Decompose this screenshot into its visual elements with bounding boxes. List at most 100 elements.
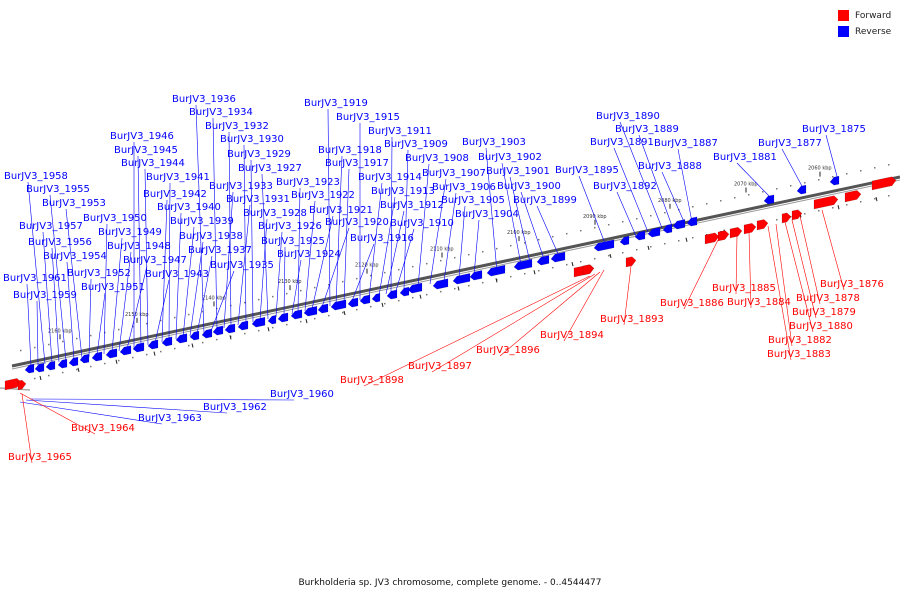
reverse-gene-arrow bbox=[347, 297, 359, 308]
scale-label: 2160 kbp bbox=[48, 328, 72, 334]
guide-dot bbox=[776, 188, 778, 190]
guide-dot bbox=[818, 210, 820, 212]
gene-label: BurJV3_1912 bbox=[380, 200, 444, 211]
leader-line bbox=[748, 231, 752, 309]
gene-label: BurJV3_1880 bbox=[789, 321, 853, 332]
guide-dot bbox=[384, 271, 386, 274]
guide-dot bbox=[328, 314, 330, 317]
legend-label-reverse: Reverse bbox=[855, 26, 892, 37]
gene-label: BurJV3_1903 bbox=[462, 137, 526, 148]
reverse-gene-arrow bbox=[619, 235, 630, 246]
guide-dot bbox=[804, 213, 806, 215]
gene-label: BurJV3_1905 bbox=[441, 195, 505, 206]
guide-dot bbox=[832, 176, 834, 178]
leader-line bbox=[103, 223, 108, 355]
guide-dot bbox=[104, 362, 106, 365]
leader-line bbox=[563, 269, 605, 342]
gene-label: BurJV3_1888 bbox=[638, 161, 702, 172]
leader-line bbox=[196, 255, 213, 335]
guide-dot bbox=[496, 247, 498, 250]
leader-line bbox=[683, 239, 719, 310]
forward-gene-arrow bbox=[717, 230, 730, 242]
reverse-gene-arrow bbox=[34, 362, 45, 373]
reverse-gene-arrow bbox=[132, 342, 145, 353]
gene-label: BurJV3_1961 bbox=[3, 273, 67, 284]
guide-dot bbox=[90, 365, 92, 368]
gene-label: BurJV3_1930 bbox=[220, 134, 284, 145]
leader-line bbox=[385, 210, 405, 295]
tick-mark bbox=[837, 205, 840, 210]
forward-swatch bbox=[838, 10, 849, 21]
leader-line bbox=[161, 199, 168, 343]
reverse-gene-arrow bbox=[91, 351, 103, 362]
gene-label: BurJV3_1921 bbox=[309, 205, 373, 216]
guide-dot bbox=[608, 254, 610, 257]
leader-line bbox=[25, 399, 228, 414]
gene-label: BurJV3_1876 bbox=[820, 279, 884, 290]
forward-gene-arrow bbox=[17, 379, 27, 391]
leader-line bbox=[825, 134, 839, 181]
guide-dot bbox=[524, 272, 526, 275]
gene-label: BurJV3_1900 bbox=[497, 181, 561, 192]
gene-labels: BurJV3_1875 BurJV3_1877 BurJV3_1881 BurJV3_… bbox=[3, 94, 884, 463]
leader-line bbox=[536, 205, 560, 257]
tick-mark bbox=[115, 359, 118, 364]
guide-dot bbox=[622, 220, 624, 223]
leader-line bbox=[335, 155, 343, 306]
reverse-gene-arrow bbox=[469, 270, 483, 281]
gene-label: BurJV3_1904 bbox=[455, 209, 519, 220]
reverse-gene-arrow bbox=[267, 314, 277, 325]
guide-dot bbox=[440, 290, 442, 293]
guide-dot bbox=[370, 305, 372, 308]
guide-dot bbox=[286, 292, 288, 295]
leader-line bbox=[36, 300, 39, 366]
reverse-gene-arrow bbox=[672, 219, 686, 230]
leader-line bbox=[243, 144, 247, 324]
guide-dot bbox=[622, 251, 624, 254]
gene-label: BurJV3_1938 bbox=[179, 231, 243, 242]
gene-label: BurJV3_1878 bbox=[796, 293, 860, 304]
guide-dot bbox=[566, 263, 568, 266]
guide-dot bbox=[328, 283, 330, 286]
guide-dot bbox=[202, 310, 204, 313]
leader-line bbox=[368, 182, 383, 299]
reverse-gene-arrow bbox=[796, 184, 807, 195]
reverse-gene-arrow bbox=[486, 264, 506, 277]
forward-gene-arrow bbox=[813, 195, 839, 210]
guide-dot bbox=[314, 286, 316, 289]
reverse-gene-arrow bbox=[371, 292, 381, 303]
gene-label: BurJV3_1917 bbox=[325, 158, 389, 169]
guide-dot bbox=[62, 340, 64, 343]
leader-line bbox=[791, 219, 817, 319]
gene-label: BurJV3_1881 bbox=[713, 152, 777, 163]
leader-line bbox=[250, 159, 254, 323]
tick-mark bbox=[77, 367, 80, 372]
guide-dot bbox=[594, 226, 596, 229]
gene-label: BurJV3_1928 bbox=[243, 208, 307, 219]
leader-line bbox=[26, 283, 32, 367]
guide-dot bbox=[202, 341, 204, 344]
leader-line bbox=[19, 392, 96, 435]
gene-label: BurJV3_1884 bbox=[727, 297, 791, 308]
gene-label: BurJV3_1953 bbox=[42, 198, 106, 209]
leader-line bbox=[677, 148, 693, 223]
gene-label: BurJV3_1949 bbox=[98, 227, 162, 238]
reverse-gene-arrow bbox=[386, 289, 398, 300]
gene-label: BurJV3_1937 bbox=[188, 245, 252, 256]
leader-line bbox=[168, 182, 171, 341]
guide-dot bbox=[538, 238, 540, 241]
guide-dot bbox=[426, 293, 428, 296]
gene-label: BurJV3_1890 bbox=[596, 111, 660, 122]
gene-label: BurJV3_1963 bbox=[138, 413, 202, 424]
guide-dot bbox=[454, 287, 456, 290]
guide-dot bbox=[650, 245, 652, 248]
reverse-gene-arrow bbox=[57, 358, 68, 369]
leader-line bbox=[616, 191, 637, 237]
reverse-gene-arrow bbox=[201, 328, 213, 339]
reverse-gene-arrow bbox=[662, 223, 673, 234]
leader-line bbox=[799, 215, 821, 305]
gene-label: BurJV3_1929 bbox=[227, 149, 291, 160]
leader-line bbox=[775, 223, 793, 347]
guide-dot bbox=[132, 325, 134, 328]
leader-line bbox=[578, 175, 607, 247]
